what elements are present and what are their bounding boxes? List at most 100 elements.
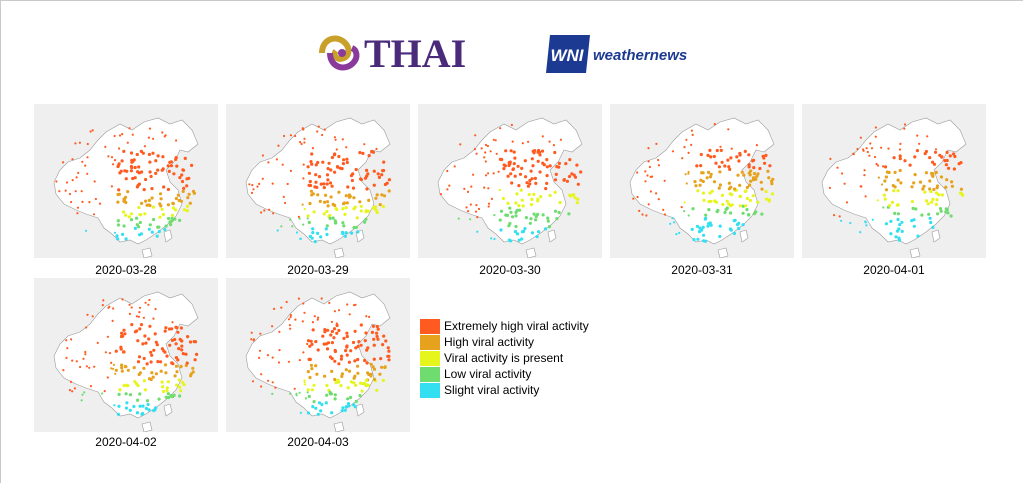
activity-dot <box>687 214 690 217</box>
activity-dot <box>903 127 906 130</box>
activity-dot <box>935 198 939 202</box>
activity-dot <box>113 159 117 162</box>
activity-dot <box>957 162 961 166</box>
activity-dot <box>84 353 87 356</box>
activity-dot <box>841 172 844 175</box>
activity-dot <box>138 404 142 408</box>
activity-dot <box>350 178 354 183</box>
activity-dot <box>84 164 87 167</box>
activity-dot <box>696 189 700 193</box>
activity-dot <box>499 127 502 130</box>
activity-dot <box>944 163 948 167</box>
activity-dot <box>129 218 134 222</box>
activity-dot <box>306 339 311 343</box>
weathernews-wordmark: weathernews <box>593 47 688 64</box>
activity-dot <box>366 346 370 350</box>
activity-dot <box>944 210 948 214</box>
activity-dot <box>510 181 514 185</box>
activity-dot <box>330 341 334 345</box>
activity-dot <box>476 216 479 219</box>
activity-dot <box>118 171 122 175</box>
activity-dot <box>880 146 883 149</box>
activity-dot <box>709 172 713 176</box>
activity-dot <box>112 367 115 370</box>
activity-dot <box>128 393 133 397</box>
activity-dot <box>559 138 562 141</box>
activity-dot <box>310 152 314 156</box>
activity-dot <box>114 349 118 353</box>
activity-dot <box>91 315 94 318</box>
activity-dot <box>671 150 675 153</box>
activity-dot <box>708 148 712 152</box>
activity-dot <box>950 180 954 184</box>
activity-dot <box>699 178 703 182</box>
activity-dot <box>573 175 578 179</box>
activity-dot <box>924 171 928 175</box>
activity-dot <box>892 156 896 160</box>
activity-dot <box>149 350 153 354</box>
activity-dot <box>341 207 345 211</box>
activity-dot <box>274 386 277 389</box>
activity-dot <box>124 406 129 410</box>
activity-dot <box>335 331 339 335</box>
activity-dot <box>382 160 386 164</box>
activity-dot <box>546 219 550 223</box>
activity-dot <box>283 134 286 138</box>
activity-dot <box>117 188 121 192</box>
activity-dot <box>316 348 320 352</box>
activity-dot <box>921 187 925 191</box>
activity-dot <box>113 134 116 138</box>
activity-dot <box>122 197 126 201</box>
china-map <box>53 291 199 432</box>
activity-dot <box>144 406 148 411</box>
activity-dot <box>117 404 121 408</box>
activity-dot <box>744 204 748 208</box>
activity-dot <box>767 176 771 180</box>
activity-dot <box>142 379 146 383</box>
map-date-label: 2020-04-01 <box>863 263 925 277</box>
activity-dot <box>173 217 177 221</box>
activity-dot <box>121 133 124 136</box>
activity-dot <box>160 380 164 384</box>
activity-dot <box>192 191 196 195</box>
activity-dot <box>707 208 711 212</box>
activity-dot <box>147 377 152 381</box>
map-date-label: 2020-03-31 <box>671 263 733 277</box>
map-panel <box>34 104 218 258</box>
activity-dot <box>112 307 115 310</box>
activity-dot <box>80 399 83 402</box>
activity-dot <box>330 329 334 334</box>
activity-dot <box>282 195 285 198</box>
activity-dot <box>521 142 524 145</box>
activity-dot <box>511 140 514 143</box>
activity-dot <box>333 348 337 353</box>
activity-dot <box>748 173 752 177</box>
activity-dot <box>736 173 740 177</box>
activity-dot <box>714 161 718 165</box>
activity-dot <box>311 231 315 235</box>
china-map <box>245 291 391 432</box>
activity-dot <box>364 217 368 221</box>
activity-dot <box>526 184 530 188</box>
activity-dot <box>328 392 333 396</box>
activity-dot <box>312 210 316 214</box>
activity-dot <box>699 152 703 157</box>
activity-dot <box>910 200 914 204</box>
activity-dot <box>167 169 171 173</box>
activity-dot <box>333 393 337 397</box>
activity-dot <box>302 163 305 166</box>
activity-dot <box>158 202 162 206</box>
activity-dot <box>690 227 694 231</box>
activity-dot <box>114 372 117 375</box>
activity-dot <box>371 150 375 154</box>
activity-dot <box>343 408 347 412</box>
activity-dot <box>505 213 510 217</box>
activity-dot <box>65 339 68 342</box>
activity-dot <box>131 133 134 136</box>
activity-dot <box>259 332 262 335</box>
activity-dot <box>81 393 84 396</box>
activity-dot <box>760 187 764 191</box>
activity-dot <box>897 227 901 231</box>
activity-dot <box>110 156 114 159</box>
activity-dot <box>498 218 502 222</box>
